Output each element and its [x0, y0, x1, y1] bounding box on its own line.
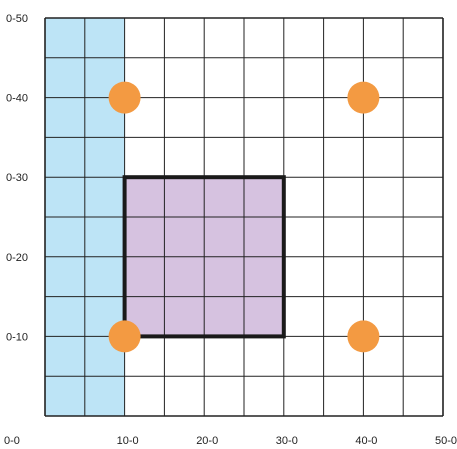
purple-square-border	[122, 175, 286, 339]
y-axis-labels: 0-10 0-20 0-30 0-40 0-50	[6, 13, 28, 343]
orange-point	[108, 81, 141, 114]
x-tick-label: 40-0	[355, 435, 377, 447]
x-tick-label: 10-0	[117, 435, 139, 447]
y-tick-label: 0-20	[6, 252, 28, 264]
y-tick-label: 0-10	[6, 331, 28, 343]
x-tick-label: 20-0	[196, 435, 218, 447]
purple-square-border-layer	[122, 175, 286, 339]
orange-point	[108, 320, 141, 353]
x-axis-labels: 0-0 10-0 20-0 30-0 40-0 50-0	[4, 435, 457, 447]
y-tick-label: 0-50	[6, 13, 28, 25]
x-tick-label: 0-0	[4, 435, 20, 447]
x-tick-label: 50-0	[435, 435, 457, 447]
x-tick-label: 30-0	[276, 435, 298, 447]
orange-point	[347, 81, 380, 114]
y-tick-label: 0-30	[6, 172, 28, 184]
y-tick-label: 0-40	[6, 93, 28, 105]
orange-point	[347, 320, 380, 353]
points-layer	[108, 81, 380, 353]
